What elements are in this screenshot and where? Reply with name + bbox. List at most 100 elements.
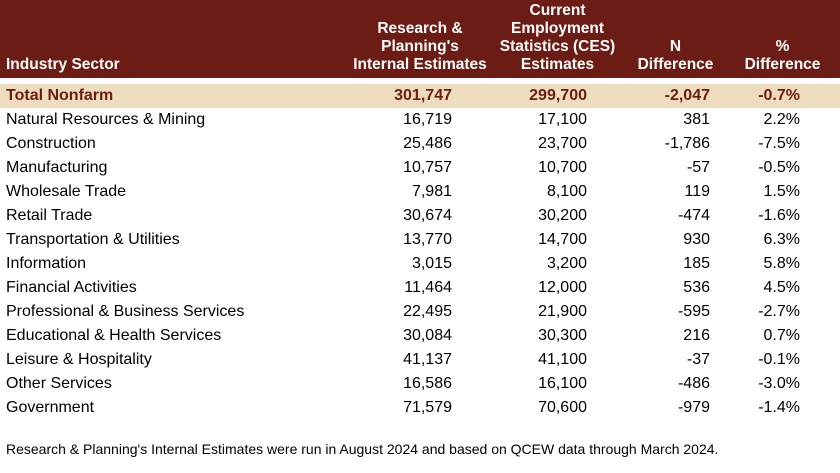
row-sector: Wholesale Trade	[6, 183, 127, 200]
row-n-diff: 119	[684, 183, 710, 200]
header-ces-line-2: Employment	[510, 20, 604, 37]
header-internal-line-3: Internal Estimates	[353, 56, 487, 73]
row-sector: Government	[6, 399, 95, 416]
row-ces: 41,100	[538, 351, 587, 368]
row-sector: Transportation & Utilities	[6, 231, 180, 248]
row-pct-diff: -2.7%	[758, 303, 800, 320]
row-internal: 25,486	[403, 135, 452, 152]
header-n-line-1: N	[669, 38, 682, 55]
row-pct-diff: 0.7%	[763, 327, 800, 344]
footnote: Research & Planning's Internal Estimates…	[6, 441, 719, 457]
row-pct-diff: 6.3%	[763, 231, 800, 248]
row-sector: Other Services	[6, 375, 112, 392]
row-sector: Leisure & Hospitality	[6, 351, 152, 368]
row-internal: 30,084	[403, 327, 452, 344]
row-sector: Manufacturing	[6, 159, 108, 176]
table-row: Other Services 16,586 16,100 -486 -3.0%	[0, 372, 840, 396]
header-internal-line-1: Research &	[377, 20, 463, 37]
row-internal: 16,586	[403, 375, 452, 392]
header-industry-sector-label: Industry Sector	[6, 56, 120, 73]
table-row: Financial Activities 11,464 12,000 536 4.5%	[0, 276, 840, 300]
table-row: Professional & Business Services 22,495 21…	[0, 300, 840, 324]
row-n-diff: -1,786	[664, 135, 710, 152]
row-n-diff: 536	[683, 279, 710, 296]
header-pct-line-2: Difference	[744, 56, 821, 73]
table-row: Construction 25,486 23,700 -1,786 -7.5%	[0, 132, 840, 156]
row-sector: Information	[6, 255, 87, 272]
row-pct-diff: -1.4%	[758, 399, 800, 416]
total-row: Total Nonfarm 301,747 299,700 -2,047 -0.…	[0, 84, 840, 108]
row-n-diff: 185	[683, 255, 710, 272]
table-row: Leisure & Hospitality 41,137 41,100 -37 -0.1…	[0, 348, 840, 372]
row-ces: 21,900	[538, 303, 587, 320]
header-ces-line-1: Current	[529, 2, 586, 19]
header-n-line-2: Difference	[637, 56, 714, 73]
row-n-diff: -979	[677, 399, 710, 416]
row-pct-diff: 1.5%	[763, 183, 800, 200]
table-row: Information 3,015 3,200 185 5.8%	[0, 252, 840, 276]
header-ces-line-4: Estimates	[520, 56, 595, 73]
row-n-diff: 216	[683, 327, 710, 344]
total-n-diff: -2,047	[664, 87, 710, 104]
row-sector: Construction	[6, 135, 96, 152]
row-n-diff: -486	[677, 375, 710, 392]
header-pct-line-1: %	[775, 38, 790, 55]
row-n-diff: -595	[677, 303, 710, 320]
row-ces: 70,600	[538, 399, 587, 416]
table-row: Government 71,579 70,600 -979 -1.4%	[0, 396, 840, 420]
row-n-diff: 381	[683, 111, 710, 128]
row-ces: 30,200	[538, 207, 587, 224]
row-n-diff: -37	[686, 351, 710, 368]
row-internal: 41,137	[403, 351, 452, 368]
row-internal: 3,015	[411, 255, 452, 272]
total-sector: Total Nonfarm	[6, 87, 114, 104]
row-internal: 71,579	[403, 399, 452, 416]
row-internal: 16,719	[403, 111, 452, 128]
row-ces: 12,000	[538, 279, 587, 296]
table-header: Industry Sector Research & Planning's In…	[0, 0, 840, 78]
header-industry-sector: Industry Sector	[6, 56, 120, 74]
row-sector: Educational & Health Services	[6, 327, 222, 344]
table-row: Manufacturing 10,757 10,700 -57 -0.5%	[0, 156, 840, 180]
row-ces: 10,700	[538, 159, 587, 176]
table-row: Educational & Health Services 30,084 30,30…	[0, 324, 840, 348]
row-pct-diff: 2.2%	[763, 111, 800, 128]
table-row: Natural Resources & Mining 16,719 17,100 38…	[0, 108, 840, 132]
header-ces-estimates: Current Employment Statistics (CES) Esti…	[490, 2, 625, 74]
header-ces-line-3: Statistics (CES)	[499, 38, 616, 55]
row-internal: 7,981	[411, 183, 452, 200]
row-internal: 22,495	[403, 303, 452, 320]
row-pct-diff: -3.0%	[758, 375, 800, 392]
table-row: Retail Trade 30,674 30,200 -474 -1.6%	[0, 204, 840, 228]
row-n-diff: -57	[686, 159, 710, 176]
row-internal: 10,757	[403, 159, 452, 176]
row-internal: 13,770	[403, 231, 452, 248]
row-sector: Professional & Business Services	[6, 303, 245, 320]
row-pct-diff: 4.5%	[763, 279, 800, 296]
header-internal-line-2: Planning's	[381, 38, 459, 55]
row-sector: Natural Resources & Mining	[6, 111, 206, 128]
row-ces: 8,100	[546, 183, 587, 200]
table-row: Transportation & Utilities 13,770 14,700 93…	[0, 228, 840, 252]
row-pct-diff: -0.1%	[758, 351, 800, 368]
row-pct-diff: -1.6%	[758, 207, 800, 224]
row-ces: 17,100	[538, 111, 587, 128]
row-ces: 3,200	[546, 255, 587, 272]
row-n-diff: -474	[677, 207, 710, 224]
row-sector: Financial Activities	[6, 279, 137, 296]
row-ces: 30,300	[538, 327, 587, 344]
row-pct-diff: -7.5%	[758, 135, 800, 152]
row-internal: 30,674	[403, 207, 452, 224]
header-pct-difference: % Difference	[735, 38, 830, 74]
total-pct-diff: -0.7%	[758, 87, 800, 104]
row-n-diff: 930	[683, 231, 710, 248]
header-internal-estimates: Research & Planning's Internal Estimates	[340, 20, 500, 74]
row-pct-diff: -0.5%	[758, 159, 800, 176]
total-internal: 301,747	[394, 87, 452, 104]
row-internal: 11,464	[404, 279, 452, 296]
row-ces: 23,700	[538, 135, 587, 152]
row-ces: 14,700	[538, 231, 587, 248]
row-ces: 16,100	[538, 375, 587, 392]
row-sector: Retail Trade	[6, 207, 93, 224]
table-row: Wholesale Trade 7,981 8,100 119 1.5%	[0, 180, 840, 204]
